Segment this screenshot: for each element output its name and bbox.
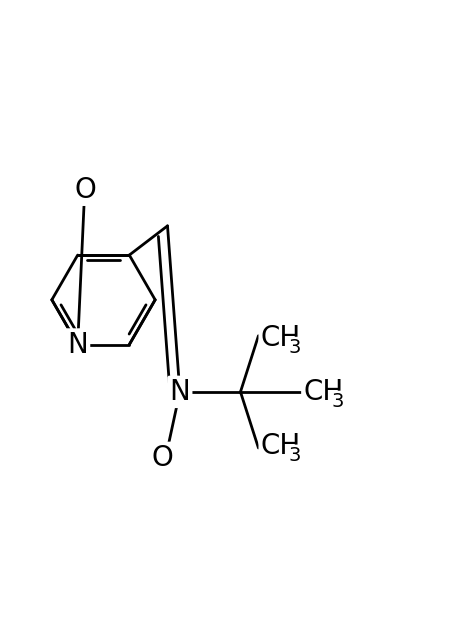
Text: N: N — [169, 378, 190, 406]
Text: CH: CH — [261, 432, 301, 460]
Text: O: O — [151, 444, 173, 472]
Text: CH: CH — [261, 324, 301, 352]
Text: N: N — [67, 330, 88, 358]
Text: CH: CH — [303, 378, 344, 406]
Text: O: O — [75, 176, 96, 204]
Text: 3: 3 — [288, 446, 301, 465]
Text: 3: 3 — [331, 392, 344, 412]
Text: 3: 3 — [288, 339, 301, 357]
